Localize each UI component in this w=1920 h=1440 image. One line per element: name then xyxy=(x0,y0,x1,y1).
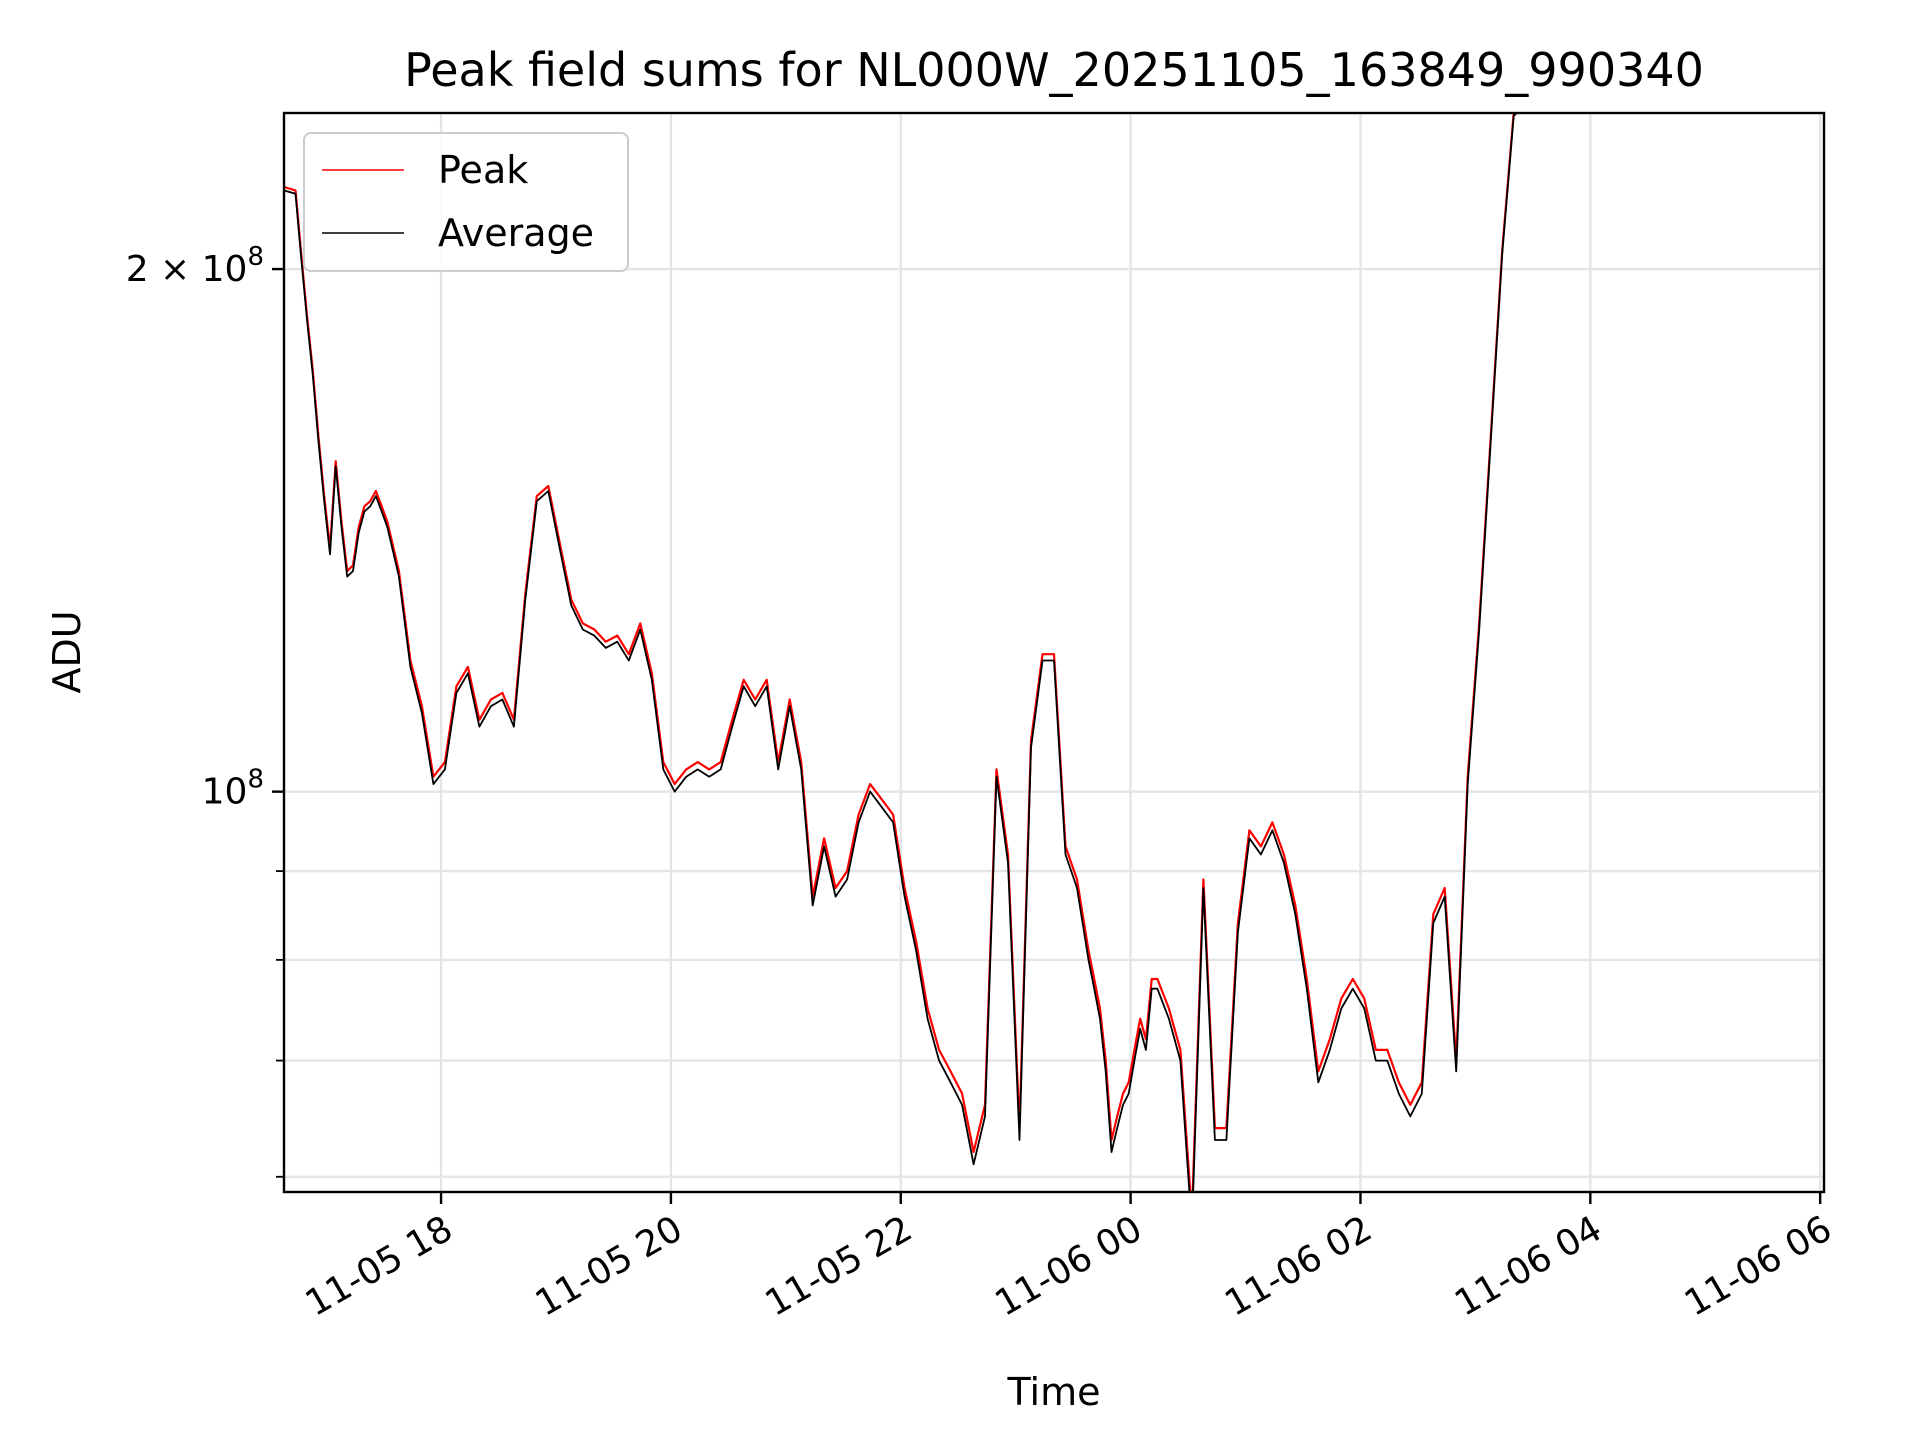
y-tick-label: 2 × 108 xyxy=(126,242,264,290)
y-axis-ticks: 108 2 × 108 xyxy=(126,242,284,1178)
legend-label-peak: Peak xyxy=(438,148,528,192)
grid-lines xyxy=(284,113,1824,1192)
legend-label-average: Average xyxy=(438,211,594,255)
plot-frame xyxy=(282,111,1826,1194)
legend-box xyxy=(303,132,629,272)
y-tick-label: 108 xyxy=(202,765,264,813)
chart-title: Peak field sums for NL000W_20251105_1638… xyxy=(404,43,1704,97)
series-lines xyxy=(284,113,1518,1192)
legend: Peak Average xyxy=(303,132,629,272)
series-line-average xyxy=(284,113,1518,1192)
y-axis-label: ADU xyxy=(45,610,89,693)
x-axis-label: Time xyxy=(1007,1370,1101,1414)
